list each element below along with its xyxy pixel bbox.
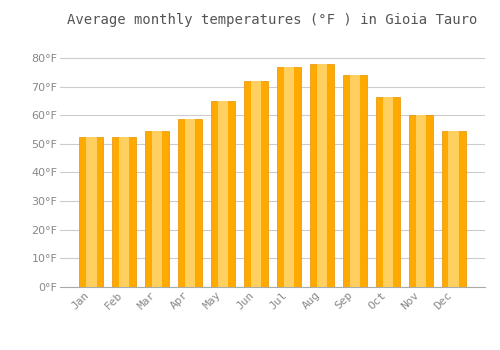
Bar — [376, 97, 400, 287]
Bar — [218, 101, 228, 287]
Bar — [350, 75, 360, 287]
Bar — [80, 136, 103, 287]
Bar — [250, 81, 262, 287]
Bar — [442, 131, 466, 287]
Bar — [310, 64, 334, 287]
Bar — [316, 64, 328, 287]
Bar — [409, 115, 432, 287]
Bar — [112, 136, 136, 287]
Bar — [343, 75, 367, 287]
Bar — [416, 115, 426, 287]
Bar — [152, 131, 162, 287]
Bar — [448, 131, 459, 287]
Bar — [382, 97, 393, 287]
Bar — [146, 131, 169, 287]
Bar — [119, 136, 130, 287]
Bar — [277, 66, 301, 287]
Title: Average monthly temperatures (°F ) in Gioia Tauro: Average monthly temperatures (°F ) in Gi… — [68, 13, 478, 27]
Bar — [86, 136, 97, 287]
Bar — [178, 119, 202, 287]
Bar — [284, 66, 294, 287]
Bar — [184, 119, 196, 287]
Bar — [211, 101, 235, 287]
Bar — [244, 81, 268, 287]
